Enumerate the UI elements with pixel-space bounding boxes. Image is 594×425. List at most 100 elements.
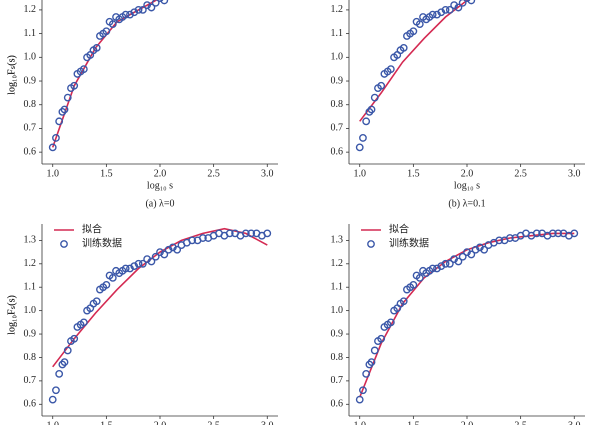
data-point (355, 395, 364, 404)
caption: (a) λ=0 (145, 198, 174, 209)
y-tick-label: 0.9 (331, 75, 344, 86)
y-tick-label: 0.6 (331, 399, 344, 410)
data-point (365, 360, 374, 369)
data-point (156, 248, 164, 256)
x-tick-label: 2.0 (461, 168, 474, 179)
caption: (b) λ=0.1 (448, 198, 485, 209)
data-point (55, 369, 64, 378)
data-point (458, 252, 467, 261)
data-point (415, 20, 424, 29)
plot-area (355, 229, 579, 404)
panel: 0.6 0.7 0.8 0.9 1.0 1.1 1.2 1.3 1.0 1.5 2.0 2.5 3.0 l… (6, 222, 278, 425)
data-point (445, 6, 454, 14)
data-point (55, 117, 64, 126)
fit-line (358, 232, 575, 398)
data-point (454, 257, 463, 266)
x-tick-label: 3.0 (261, 420, 274, 425)
y-axis-label: log₁₀Fₛ(s) (6, 55, 17, 95)
y-tick-label: 0.8 (331, 352, 344, 363)
data-point (359, 386, 367, 395)
x-tick-label: 1.0 (46, 168, 59, 179)
legend-label: 拟合 (389, 222, 409, 235)
data-point (463, 248, 471, 256)
y-tick-label: 0.7 (331, 123, 344, 134)
data-point (164, 245, 173, 254)
data-point (450, 255, 459, 264)
data-point (48, 395, 57, 404)
y-tick-label: 1.1 (24, 282, 37, 293)
data-point (108, 273, 117, 282)
data-point (399, 297, 408, 306)
y-tick-label: 0.9 (24, 75, 37, 86)
data-point (173, 245, 182, 254)
fit-line (51, 0, 159, 148)
y-tick-label: 0.7 (331, 375, 344, 386)
y-tick-label: 1.0 (24, 52, 37, 63)
data-point (370, 346, 379, 355)
data-point (126, 264, 134, 273)
data-point (121, 264, 130, 273)
y-axis-label: log₁₀Fₛ(s) (6, 295, 17, 335)
data-point (355, 143, 364, 152)
data-point (377, 334, 386, 343)
fit-line (359, 0, 470, 122)
panel: 0.6 0.7 0.8 0.9 1.0 1.1 1.2 1.3 1.0 1.5 2.0 2.5 3.0 l… (6, 222, 585, 425)
data-point (241, 229, 250, 238)
data-point (63, 346, 72, 355)
y-tick-label: 1.0 (331, 52, 344, 63)
data-point (121, 10, 130, 19)
data-point (437, 262, 446, 271)
y-axis-label: log₁₀Fₛ(s) (6, 295, 17, 335)
data-point (471, 245, 480, 254)
data-point (377, 81, 386, 90)
data-point (399, 43, 408, 52)
y-tick-label: 0.8 (24, 352, 37, 363)
y-tick-label: 1.2 (331, 258, 344, 269)
data-point (60, 105, 69, 114)
data-point (147, 3, 156, 12)
y-tick-label: 1.1 (24, 28, 37, 39)
data-point (92, 43, 101, 52)
y-tick-label: 0.7 (24, 375, 37, 386)
data-point (409, 280, 418, 289)
x-tick-label: 1.0 (353, 168, 366, 179)
data-point (188, 236, 197, 245)
data-point (367, 358, 376, 367)
y-tick-label: 1.1 (331, 28, 344, 39)
data-point (458, 0, 467, 7)
data-point (60, 358, 69, 367)
y-tick-label: 0.7 (24, 123, 37, 134)
plot-area (48, 227, 272, 404)
data-point (225, 229, 234, 238)
x-axis-label: log₁₀ s (454, 180, 480, 191)
data-point (495, 236, 504, 245)
data-point (428, 264, 437, 273)
data-point (263, 229, 272, 238)
data-point (475, 243, 484, 252)
x-tick-label: 2.0 (154, 420, 167, 425)
data-point (52, 386, 60, 395)
legend-marker (367, 240, 375, 248)
data-point (147, 257, 156, 266)
panel: 0.6 0.7 0.8 0.9 1.0 1.1 1.2 1.0 1.5 2.0 2.5 3.0 log₁… (6, 0, 585, 209)
y-tick-label: 1.2 (24, 258, 37, 269)
data-point (415, 273, 424, 282)
data-point (199, 234, 207, 242)
x-tick-label: 3.0 (568, 420, 581, 425)
data-point (247, 229, 256, 238)
data-point (428, 10, 437, 19)
data-point (48, 143, 57, 152)
data-point (134, 259, 143, 268)
x-tick-label: 1.5 (407, 420, 420, 425)
data-point (409, 27, 418, 36)
y-tick-label: 0.6 (24, 146, 37, 157)
data-point (108, 20, 117, 29)
data-point (532, 229, 541, 238)
data-point (386, 318, 395, 327)
data-point (79, 65, 88, 74)
x-tick-label: 3.0 (568, 168, 581, 179)
data-point (367, 105, 376, 114)
x-tick-label: 2.5 (514, 168, 527, 179)
data-point (138, 6, 147, 14)
